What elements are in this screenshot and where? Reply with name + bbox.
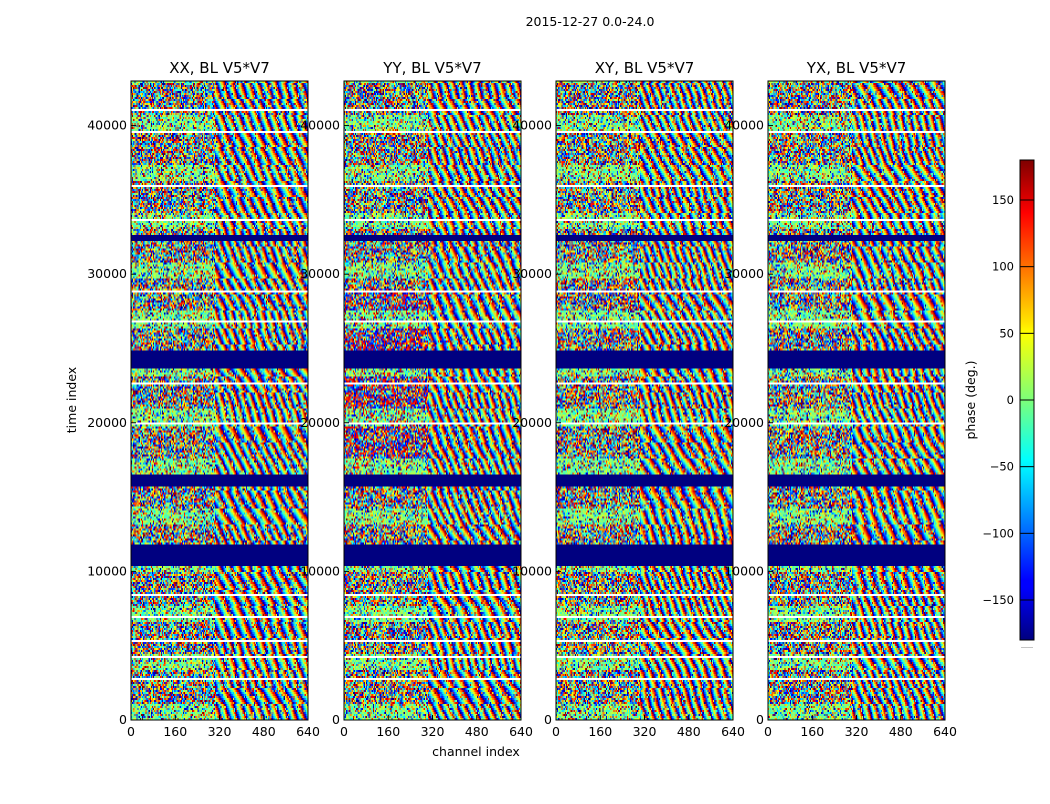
y-tick-label: 20000 [512,415,552,430]
panel-yy: YY, BL V5*V7 0 160 320 480 640 0 10000 20000 3000… [300,59,533,739]
x-tick-label: 160 [800,724,824,739]
x-tick-label: 0 [764,724,772,739]
x-axis-label: channel index [432,744,520,759]
x-tick-label: 480 [889,724,913,739]
panel-title: XX, BL V5*V7 [169,59,270,77]
y-tick-label: 40000 [724,118,764,133]
x-tick-label: 160 [588,724,612,739]
x-tick-label: 640 [933,724,957,739]
y-tick-label: 0 [332,712,340,727]
y-tick-label: 40000 [87,118,127,133]
x-tick-label: 640 [721,724,745,739]
phase-heatmap-xx [131,81,308,720]
x-tick-label: 480 [677,724,701,739]
y-tick-label: 20000 [87,415,127,430]
colorbar-tick-label: −150 [982,593,1014,607]
colorbar-tick-label: 100 [992,260,1014,274]
y-tick-label: 30000 [300,266,340,281]
x-tick-label: 480 [252,724,276,739]
y-axis-label: time index [64,367,79,433]
y-tick-label: 0 [756,712,764,727]
colorbar-tick-label: 0 [1007,393,1014,407]
x-tick-label: 480 [465,724,489,739]
panel-title: YX, BL V5*V7 [806,59,907,77]
x-tick-label: 0 [340,724,348,739]
x-tick-label: 0 [127,724,135,739]
panel-title: YY, BL V5*V7 [382,59,481,77]
y-tick-label: 20000 [724,415,764,430]
x-tick-label: 320 [845,724,869,739]
x-tick-label: 320 [421,724,445,739]
colorbar: 150 100 50 0 −50 −100 −150 phase (deg.) …… [963,159,1035,650]
colorbar-tick-label: −100 [982,526,1014,540]
y-tick-label: 30000 [87,266,127,281]
panel-xx: XX, BL V5*V7 0 160 320 480 640 0 10000 20000 3000… [87,59,320,739]
x-tick-label: 0 [552,724,560,739]
y-tick-label: 0 [119,712,127,727]
x-tick-label: 160 [163,724,187,739]
y-tick-label: 30000 [724,266,764,281]
panel-yx: YX, BL V5*V7 0 160 320 480 640 0 10000 20000 3000… [724,59,957,739]
y-tick-label: 10000 [724,563,764,578]
colorbar-label: phase (deg.) [963,361,978,440]
y-tick-label: 10000 [87,563,127,578]
phase-heatmap-yy [344,81,521,720]
figure-suptitle: 2015-12-27 0.0-24.0 [526,14,655,29]
panels-group: XX, BL V5*V7 0 160 320 480 640 0 10000 20000 3000… [87,59,957,739]
colorbar-footnote: …… [1021,643,1033,650]
y-tick-label: 30000 [512,266,552,281]
x-tick-label: 640 [296,724,320,739]
colorbar-tick-label: 50 [999,326,1014,340]
colorbar-ticks: 150 100 50 0 −50 −100 −150 [982,193,1034,607]
colorbar-tick-label: −50 [990,460,1014,474]
y-tick-label: 40000 [300,118,340,133]
phase-heatmap-xy [556,81,733,720]
y-tick-label: 10000 [300,563,340,578]
x-tick-label: 640 [509,724,533,739]
panel-title: XY, BL V5*V7 [595,59,695,77]
x-tick-label: 320 [208,724,232,739]
colorbar-tick-label: 150 [992,193,1014,207]
x-tick-label: 320 [633,724,657,739]
y-tick-label: 10000 [512,563,552,578]
y-tick-label: 40000 [512,118,552,133]
y-tick-label: 0 [544,712,552,727]
phase-heatmap-yx [768,81,945,720]
panel-xy: XY, BL V5*V7 0 160 320 480 640 0 10000 20000 3000… [512,59,745,739]
y-tick-label: 20000 [300,415,340,430]
x-tick-label: 160 [376,724,400,739]
